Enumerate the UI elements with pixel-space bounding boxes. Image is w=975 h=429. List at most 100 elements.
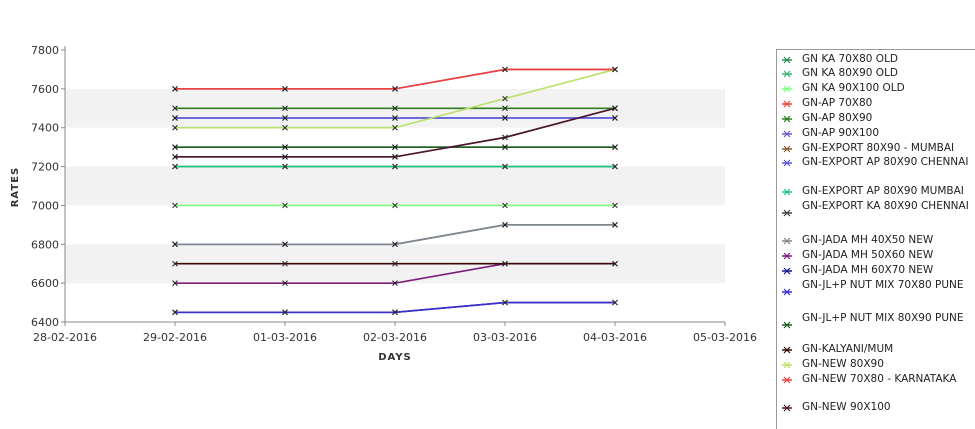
data-point <box>502 95 508 102</box>
legend-label: GN KA 80X90 OLD <box>802 67 899 79</box>
data-point <box>502 202 508 209</box>
data-point <box>502 299 508 306</box>
legend-marker-icon <box>782 85 792 93</box>
x-tick-label: 03-03-2016 <box>473 331 537 344</box>
data-point <box>282 144 288 150</box>
data-point <box>172 280 178 286</box>
data-point <box>502 115 508 121</box>
legend-label: GN-NEW 70X80 - KARNATAKA <box>802 373 957 385</box>
x-tick-label: 01-03-2016 <box>253 331 317 344</box>
legend-marker-icon <box>782 130 792 138</box>
legend-marker-icon <box>782 115 792 123</box>
data-point <box>282 163 288 170</box>
data-point <box>612 299 618 306</box>
legend-label: GN-EXPORT AP 80X90 MUMBAI <box>802 185 964 197</box>
data-point <box>612 202 618 209</box>
data-point <box>172 105 178 112</box>
legend-marker-icon <box>782 70 792 78</box>
y-tick-label: 6600 <box>31 277 59 290</box>
data-point <box>502 105 508 112</box>
y-tick-label: 7800 <box>31 44 59 57</box>
data-point <box>172 202 178 209</box>
data-point <box>502 163 508 170</box>
y-tick-label: 6800 <box>31 238 59 251</box>
data-point <box>282 105 288 112</box>
data-point <box>282 202 288 209</box>
data-point <box>392 280 398 286</box>
legend-label: GN-JADA MH 40X50 NEW <box>802 234 934 246</box>
legend-marker-icon <box>782 56 792 64</box>
data-point <box>172 241 178 248</box>
legend-label: GN-NEW 80X90 <box>802 358 884 370</box>
data-point <box>282 260 288 267</box>
data-point <box>612 66 618 73</box>
x-axis-title: DAYS <box>378 352 412 363</box>
legend-label: GN-KALYANI/MUM <box>802 343 894 355</box>
data-point <box>392 144 398 150</box>
legend-marker-icon <box>782 188 792 196</box>
x-tick-label: 04-03-2016 <box>583 331 647 344</box>
legend-label: GN KA 70X80 OLD <box>802 53 899 65</box>
data-point <box>282 154 288 160</box>
y-tick-label: 7400 <box>31 122 59 135</box>
legend-marker-icon <box>782 361 792 369</box>
data-point <box>282 86 288 92</box>
legend-label: GN-JADA MH 60X70 NEW <box>802 264 934 276</box>
legend-label: GN-JL+P NUT MIX 80X90 PUNE <box>802 312 964 324</box>
data-point <box>282 115 288 121</box>
data-point <box>392 86 398 92</box>
data-point <box>282 124 288 131</box>
legend-label: GN-JADA MH 50X60 NEW <box>802 249 934 261</box>
data-point <box>172 144 178 150</box>
legend-label: GN-NEW 90X100 <box>802 401 891 413</box>
data-point <box>392 241 398 248</box>
data-point <box>392 202 398 209</box>
data-point <box>502 144 508 150</box>
legend-label: GN-AP 80X90 <box>802 112 873 124</box>
data-point <box>172 86 178 92</box>
legend-marker-icon <box>782 237 792 245</box>
legend-marker-icon <box>782 288 792 296</box>
data-point <box>612 163 618 170</box>
data-point <box>392 309 398 316</box>
data-point <box>172 124 178 131</box>
y-tick-label: 7200 <box>31 161 59 174</box>
legend-marker-icon <box>782 145 792 153</box>
y-axis-title: RATES <box>10 167 21 208</box>
legend-marker-icon <box>782 346 792 354</box>
legend-marker-icon <box>782 100 792 108</box>
legend-marker-icon <box>782 404 792 412</box>
legend-marker-icon <box>782 159 792 167</box>
legend-marker-icon <box>782 376 792 384</box>
data-point <box>392 163 398 170</box>
chart-legend: GN KA 70X80 OLD GN KA 80X90 OLD GN KA 90X1… <box>776 49 975 429</box>
data-point <box>172 163 178 170</box>
series-markers <box>172 66 618 316</box>
x-tick-label: 28-02-2016 <box>33 331 97 344</box>
data-point <box>392 105 398 112</box>
x-tick-label: 02-03-2016 <box>363 331 427 344</box>
y-tick-label: 6400 <box>31 316 59 329</box>
series-line <box>175 301 615 314</box>
legend-label: GN-EXPORT 80X90 - MUMBAI <box>802 142 955 154</box>
data-point <box>392 260 398 267</box>
legend-label: GN-AP 90X100 <box>802 127 879 139</box>
legend-label: GN-EXPORT KA 80X90 CHENNAI <box>802 200 969 212</box>
legend-marker-icon <box>782 267 792 275</box>
series-line <box>175 224 615 246</box>
data-point <box>612 222 618 228</box>
data-point <box>172 154 178 160</box>
data-point <box>282 241 288 248</box>
data-point <box>502 222 508 228</box>
data-point <box>612 105 618 112</box>
data-point <box>172 309 178 316</box>
data-point <box>502 134 508 141</box>
x-tick-label: 05-03-2016 <box>693 331 757 344</box>
legend-marker-icon <box>782 252 792 260</box>
legend-marker-icon <box>782 321 792 329</box>
legend-label: GN-EXPORT AP 80X90 CHENNAI <box>802 156 969 168</box>
series-line <box>175 224 615 246</box>
x-tick-label: 29-02-2016 <box>143 331 207 344</box>
data-point <box>612 115 618 121</box>
